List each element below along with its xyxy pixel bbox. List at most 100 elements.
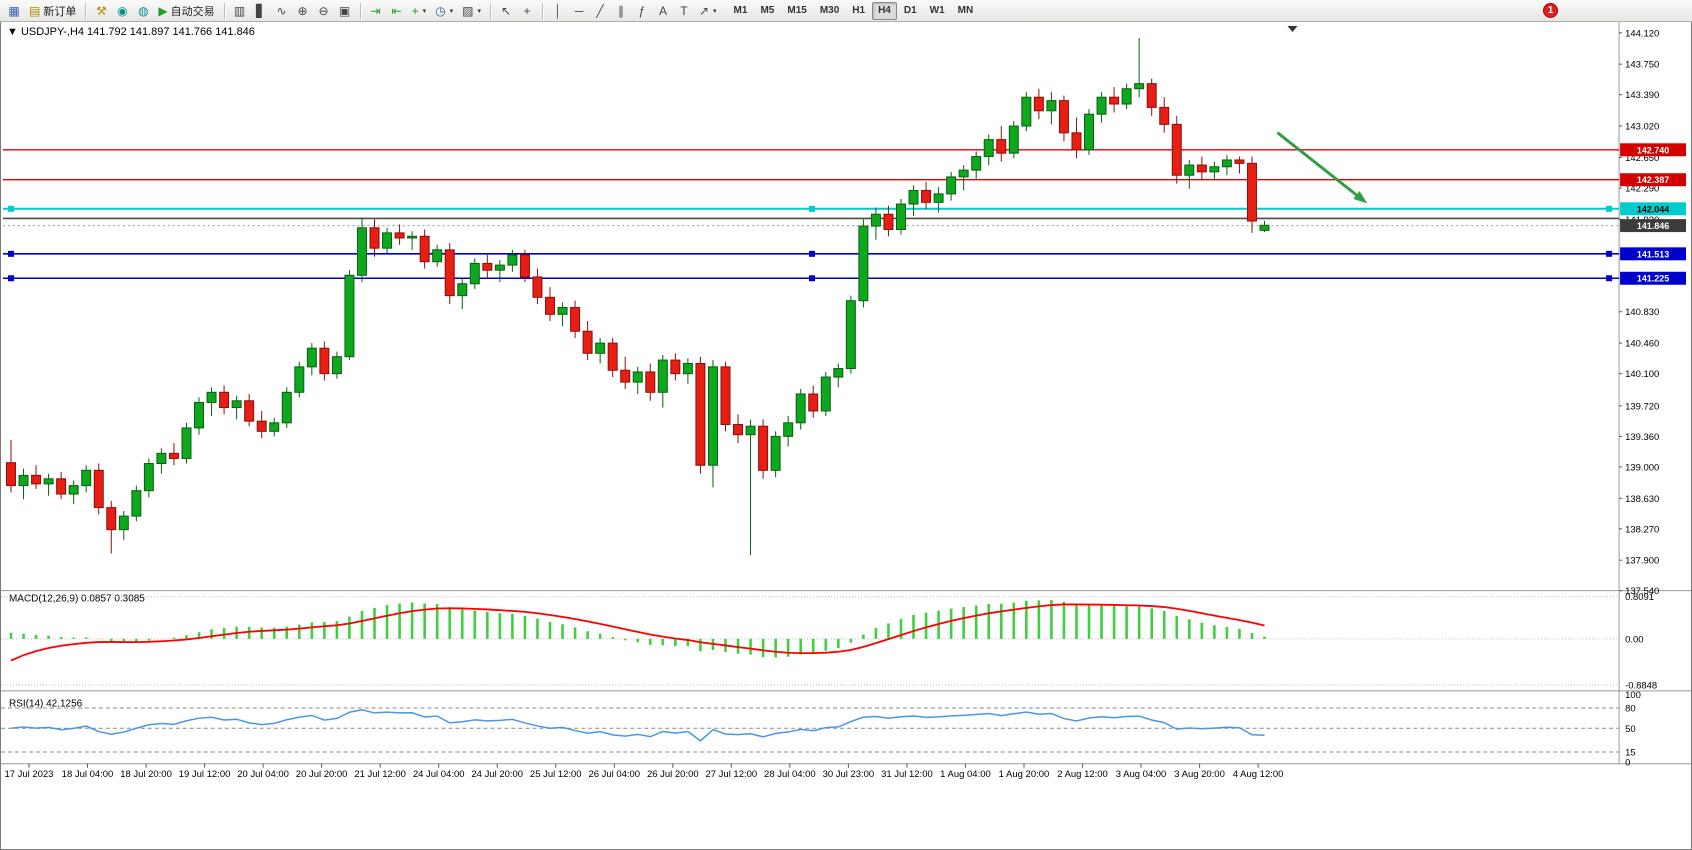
candle [720,366,731,426]
time-tick-label: 1 Aug 04:00 [940,769,991,780]
crosshair-button[interactable]: + [517,1,537,20]
line-anchor[interactable] [7,275,14,282]
macd-layer [1,596,1620,686]
vline-tool-button[interactable]: │ [548,1,568,20]
vertical-line-icon: │ [554,3,562,18]
candle [870,213,881,227]
line-anchor[interactable] [7,205,14,212]
chart-shift-button[interactable]: ⇤ [387,1,407,20]
label-tool-button[interactable]: T [674,1,694,20]
chart-collapse-icon[interactable]: ▼ [7,26,18,38]
timeframe-d1[interactable]: D1 [898,2,923,20]
strategy-tester-button[interactable]: ◉ [112,1,132,20]
candle [682,362,693,375]
chart-line-button[interactable]: ∿ [272,1,292,20]
candle [181,427,192,459]
timeframe-m15[interactable]: M15 [781,2,812,20]
channel-tool-button[interactable]: ∥ [611,1,631,20]
line-anchor[interactable] [809,250,816,257]
time-tick-label: 17 Jul 2023 [4,769,53,780]
market-button[interactable]: ◍ [133,1,153,20]
line-anchor[interactable] [809,275,816,282]
periods-button[interactable]: ◷ ▾ [431,1,457,20]
text-tool-button[interactable]: A [653,1,673,20]
price-chart[interactable]: ▼ USDJPY-,H4 141.792 141.897 141.766 141… [1,22,1691,848]
clock-icon: ◷ [435,3,446,18]
timeframe-m1[interactable]: M1 [728,2,754,20]
candle [996,139,1007,154]
line-anchor[interactable] [1606,250,1613,257]
indicators-button[interactable]: + ▾ [408,1,431,20]
line-anchor[interactable] [1606,275,1613,282]
candle [895,203,906,230]
zoom-in-button[interactable]: ⊕ [293,1,313,20]
price-badge [1620,173,1687,187]
candle [657,359,668,393]
line-anchor[interactable] [809,205,816,212]
timeframe-h4[interactable]: H4 [872,1,897,20]
zoom-in-icon: ⊕ [297,3,308,18]
auto-scroll-button[interactable]: ⇥ [366,1,386,20]
price-tick: 140.830 [1625,307,1659,318]
fibonacci-tool-button[interactable]: ƒ [632,1,652,20]
candle [344,274,355,358]
trendline-tool-button[interactable]: ╱ [590,1,610,20]
notification-badge[interactable]: 1 [1543,3,1558,18]
toolbar-separator [223,2,225,19]
chart-candles-button[interactable]: ▋ [251,1,271,20]
price-tick: 143.750 [1625,60,1659,71]
zoom-out-button[interactable]: ⊖ [314,1,334,20]
candle [770,435,781,471]
crosshair-icon: + [523,3,531,18]
time-tick-label: 20 Jul 20:00 [296,769,348,780]
candle [858,225,869,302]
candle [845,300,856,370]
candle [1209,166,1220,173]
candle [168,452,179,459]
metaeditor-button[interactable]: ⚒ [91,1,111,20]
price-tick: 138.630 [1625,494,1659,505]
tile-windows-button[interactable]: ▣ [335,1,355,20]
timeframe-mn[interactable]: MN [952,2,980,20]
timeframe-m30[interactable]: M30 [814,2,845,20]
candle [632,371,643,383]
price-badge [1620,219,1687,233]
cursor-button[interactable]: ↖ [496,1,516,20]
line-anchor[interactable] [7,250,14,257]
timeframe-w1[interactable]: W1 [924,2,951,20]
candle [971,156,982,171]
candle [1071,132,1082,151]
hline-tool-button[interactable]: ─ [569,1,589,20]
arrow-annotation[interactable] [1276,131,1363,200]
candle [883,213,894,230]
templates-button[interactable]: ▨ ▾ [458,1,485,20]
timeframe-m5[interactable]: M5 [754,2,780,20]
price-tick: 138.270 [1625,524,1659,535]
line-chart-icon: ∿ [276,3,287,18]
new-order-button[interactable]: ▤ 新订单 [25,1,80,20]
candle [156,452,167,465]
candle [394,232,405,239]
price-tick: 139.720 [1625,401,1659,412]
timeframe-h1[interactable]: H1 [846,2,871,20]
time-axis: 17 Jul 2023 18 Jul 04:00 18 Jul 20:00 19 Ju… [4,763,1283,780]
candle [106,507,117,531]
price-tick: 142.290 [1625,183,1659,194]
candle [783,422,794,437]
candle [808,393,819,412]
chart-shift-marker[interactable] [1287,25,1298,32]
chart-bars-button[interactable]: ▥ [230,1,250,20]
text-label-icon: T [680,3,688,18]
fibonacci-icon: ƒ [638,3,646,18]
toolbar-separator [85,2,87,19]
candle [407,235,418,239]
charts-button[interactable]: ▦ [4,1,24,20]
shapes-tool-button[interactable]: ↗ ▾ [695,1,721,20]
line-anchor[interactable] [1606,205,1613,212]
candle [1084,113,1095,151]
candle [733,424,744,436]
autotrading-button[interactable]: ▶ 自动交易 [154,1,218,20]
annotations-layer [7,25,1613,282]
time-tick-label: 25 Jul 12:00 [530,769,582,780]
bar-chart-icon: ▥ [233,3,246,18]
